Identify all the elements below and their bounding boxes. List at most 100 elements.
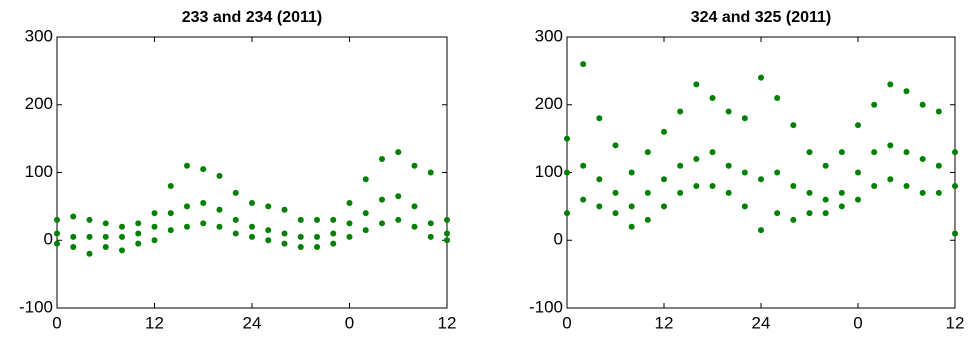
point: [232, 216, 239, 223]
point: [903, 88, 910, 95]
point: [395, 149, 402, 156]
point: [790, 122, 797, 129]
point: [661, 128, 667, 135]
point: [952, 183, 958, 190]
point: [135, 220, 142, 227]
point: [838, 189, 845, 196]
point: [774, 94, 781, 101]
point: [70, 244, 77, 251]
point: [758, 176, 764, 183]
y-tick-label: 300: [535, 26, 563, 45]
point: [444, 216, 450, 223]
point: [887, 176, 894, 183]
point: [580, 162, 587, 169]
point: [70, 213, 77, 220]
point: [444, 230, 450, 237]
point: [580, 196, 587, 203]
y-tick-label: 0: [44, 230, 53, 249]
point: [661, 203, 667, 210]
y-tick-label: 200: [535, 94, 563, 113]
point: [790, 183, 797, 190]
point: [86, 250, 93, 257]
point: [395, 216, 402, 223]
point: [330, 230, 337, 237]
point: [887, 142, 894, 149]
y-tick-label: 0: [554, 230, 563, 249]
point: [596, 203, 603, 210]
point: [644, 216, 651, 223]
point: [693, 183, 700, 190]
point: [661, 176, 667, 183]
point: [54, 216, 60, 223]
point: [330, 240, 337, 247]
point: [822, 162, 829, 169]
point: [774, 210, 781, 217]
point: [725, 108, 732, 115]
x-tick-label: 24: [243, 313, 262, 332]
point: [564, 135, 570, 142]
point: [790, 216, 797, 223]
point: [725, 189, 732, 196]
point: [216, 172, 223, 179]
point: [693, 155, 700, 162]
point: [952, 149, 958, 156]
point: [612, 210, 619, 217]
point: [330, 216, 337, 223]
point: [444, 237, 450, 244]
point: [644, 149, 651, 156]
point: [564, 169, 570, 176]
x-tick-label: 12: [145, 313, 164, 332]
point: [677, 189, 684, 196]
point: [54, 240, 60, 247]
point: [265, 227, 272, 234]
point: [935, 189, 942, 196]
point: [265, 237, 272, 244]
point: [249, 199, 255, 206]
point: [612, 142, 619, 149]
point: [693, 81, 700, 88]
point: [184, 223, 190, 230]
point: [314, 233, 320, 240]
point: [822, 196, 829, 203]
point: [580, 61, 587, 68]
point: [346, 233, 353, 240]
point: [919, 189, 926, 196]
point: [200, 220, 207, 227]
y-tick-label: 300: [25, 26, 53, 45]
point: [903, 183, 910, 190]
x-tick-label: 0: [345, 313, 354, 332]
x-tick-label: 24: [752, 313, 771, 332]
point: [822, 210, 829, 217]
point: [167, 227, 174, 234]
x-tick-label: 0: [52, 313, 61, 332]
point: [379, 155, 385, 162]
point: [628, 169, 635, 176]
point: [102, 233, 109, 240]
y-tick-label: 100: [25, 162, 53, 181]
point: [119, 233, 125, 240]
point: [427, 233, 434, 240]
point: [596, 176, 603, 183]
point: [725, 162, 732, 169]
point: [119, 223, 125, 230]
point: [216, 223, 223, 230]
point: [119, 247, 125, 254]
point: [135, 240, 142, 247]
point: [362, 227, 369, 234]
point: [596, 115, 603, 122]
point: [855, 169, 861, 176]
point: [281, 206, 288, 213]
point: [741, 169, 748, 176]
chart-title: 233 and 234 (2011): [182, 9, 323, 26]
point: [564, 210, 570, 217]
point: [677, 162, 684, 169]
point: [200, 166, 207, 173]
point: [855, 122, 861, 129]
point: [281, 240, 288, 247]
point: [838, 149, 845, 156]
point: [346, 199, 353, 206]
y-tick-label: 200: [25, 94, 53, 113]
point: [612, 189, 619, 196]
point: [200, 199, 207, 206]
